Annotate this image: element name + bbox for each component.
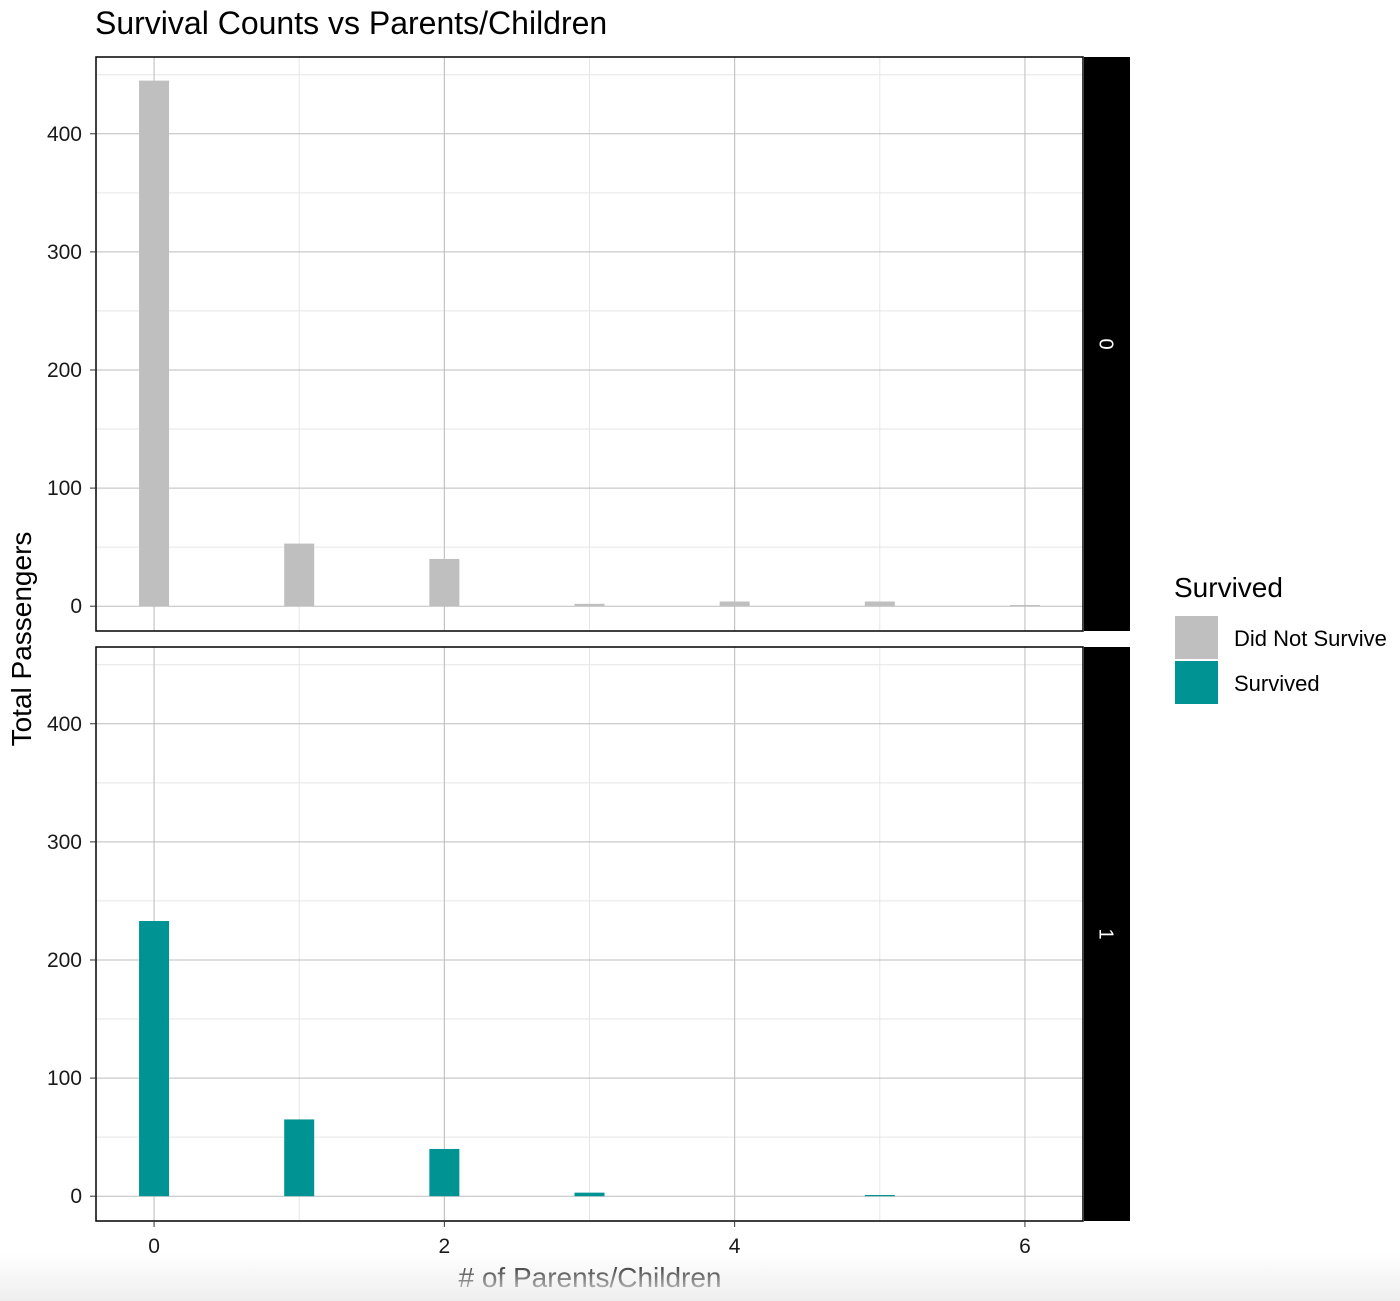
bar-1-x3 [574, 1192, 605, 1197]
bar-1-x0 [139, 921, 170, 1197]
facet-strip-label: 1 [1095, 928, 1117, 939]
legend-label-did-not-survive: Did Not Survive [1234, 626, 1387, 651]
y-tick-label: 0 [70, 1185, 82, 1208]
y-tick-label: 300 [47, 831, 82, 854]
bar-0-x3 [574, 603, 605, 607]
y-tick-label: 200 [47, 949, 82, 972]
x-tick-label: 6 [1019, 1235, 1031, 1258]
y-tick-label: 0 [70, 595, 82, 618]
x-tick-label: 2 [439, 1235, 451, 1258]
legend-swatch-survived [1175, 661, 1218, 704]
y-axis-label: Total Passengers [6, 532, 37, 747]
chart-title: Survival Counts vs Parents/Children [95, 5, 607, 41]
bar-0-x2 [429, 558, 460, 607]
bar-0-x1 [284, 543, 315, 607]
facet-strip [1084, 57, 1130, 631]
facet-panel-1: 0 100 200 300 400 1 [47, 646, 1130, 1222]
bar-0-x5 [864, 601, 895, 607]
y-tick-label: 200 [47, 359, 82, 382]
x-tick-label: 0 [148, 1235, 160, 1258]
bar-1-x1 [284, 1119, 315, 1197]
bar-0-x4 [719, 601, 750, 607]
y-tick-label: 300 [47, 241, 82, 264]
facet-strip-label: 0 [1095, 338, 1117, 349]
y-tick-label: 100 [47, 1067, 82, 1090]
panel-border [95, 646, 1084, 1222]
bar-0-x6 [1009, 605, 1040, 607]
legend: Survived Did Not Survive Survived [1174, 572, 1387, 704]
bar-1-x2 [429, 1148, 460, 1197]
facet-strip [1084, 647, 1130, 1221]
x-tick-label: 4 [729, 1235, 741, 1258]
bar-1-x5 [864, 1195, 895, 1197]
legend-title: Survived [1174, 572, 1283, 603]
facet-panel-0: 0 100 200 300 400 0 [47, 56, 1130, 632]
legend-swatch-did-not-survive [1175, 616, 1218, 659]
y-tick-label: 400 [47, 713, 82, 736]
y-tick-label: 400 [47, 123, 82, 146]
legend-label-survived: Survived [1234, 671, 1320, 696]
x-axis-label: # of Parents/Children [458, 1262, 721, 1293]
y-tick-label: 100 [47, 477, 82, 500]
bar-0-x0 [139, 80, 170, 607]
panel-border [95, 56, 1084, 632]
